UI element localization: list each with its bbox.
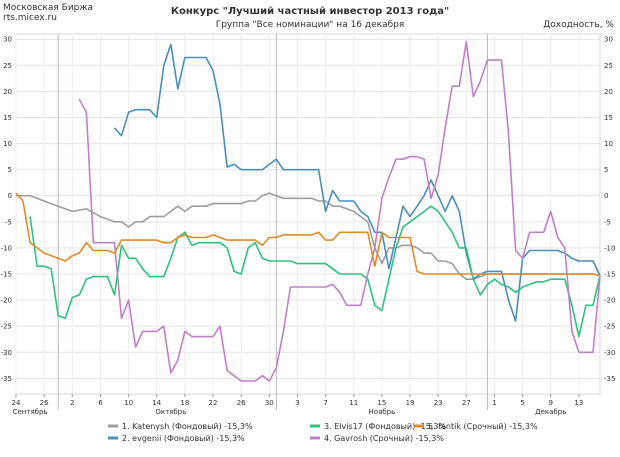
chart-title: Конкурс "Лучший частный инвестор 2013 го…: [171, 6, 449, 17]
series-line-3: [29, 205, 601, 338]
x-tick-label: 13: [574, 399, 583, 407]
plot-area: [15, 33, 601, 395]
y-tick-label-left: -10: [1, 244, 12, 252]
x-tick-label: 19: [406, 399, 415, 407]
y-tick-label-right: -30: [604, 349, 615, 357]
x-month-label: Ноябрь: [369, 408, 396, 416]
y-tick-label-left: 25: [3, 62, 12, 70]
x-tick-label: 24: [12, 399, 21, 407]
y-tick-label-right: -20: [604, 297, 615, 305]
y-tick-label-left: -15: [1, 271, 12, 279]
y-tick-label-left: -30: [1, 349, 12, 357]
y-tick-label-right: 10: [604, 140, 613, 148]
y-tick-label-right: 0: [604, 192, 608, 200]
x-tick-label: 7: [323, 399, 327, 407]
x-tick-label: 23: [434, 399, 443, 407]
y-tick-label-right: -25: [604, 323, 615, 331]
y-tick-label-right: 30: [604, 36, 613, 44]
x-month-label: Декабрь: [535, 408, 566, 416]
x-tick-label: 5: [520, 399, 524, 407]
y-tick-label-right: -35: [604, 375, 615, 383]
watermark-line1: Московская Биржа: [3, 3, 93, 13]
watermark-line2: rts.micex.ru: [3, 13, 57, 23]
x-tick-label: 1: [492, 399, 496, 407]
y-tick-label-left: 20: [3, 88, 12, 96]
legend-label-2: 2. evgenii (Фондовый) -15,3%: [122, 434, 245, 443]
x-month-label: Октябрь: [155, 408, 186, 416]
y-tick-label-left: 0: [8, 192, 12, 200]
x-tick-label: 11: [349, 399, 358, 407]
y-tick-label-right: -5: [604, 218, 611, 226]
y-tick-label-right: 15: [604, 114, 613, 122]
y-tick-label-left: -35: [1, 375, 12, 383]
y-tick-label-left: 5: [8, 166, 12, 174]
x-tick-label: 26: [40, 399, 49, 407]
x-tick-label: 3: [295, 399, 299, 407]
x-tick-label: 27: [462, 399, 471, 407]
y-tick-label-left: -25: [1, 323, 12, 331]
x-tick-label: 22: [209, 399, 218, 407]
legend: 1. Katenysh (Фондовый) -15,3% 2. evgenii …: [108, 422, 538, 443]
y-tick-label-right: -10: [604, 244, 615, 252]
chart-subtitle: Группа "Все номинации" на 16 декабря: [216, 20, 405, 30]
grid: [15, 33, 601, 410]
y-axis-label: Доходность, %: [543, 20, 614, 30]
y-tick-label-left: -20: [1, 297, 12, 305]
legend-label-5: 5. fantik (Срочный) -15,3%: [428, 422, 538, 431]
x-month-label: Сентябрь: [13, 408, 48, 416]
x-tick-label: 10: [124, 399, 133, 407]
y-tick-label-left: 15: [3, 114, 12, 122]
x-tick-label: 9: [549, 399, 553, 407]
y-tick-label-right: 5: [604, 166, 608, 174]
legend-label-1: 1. Katenysh (Фондовый) -15,3%: [122, 422, 253, 431]
x-tick-label: 30: [265, 399, 274, 407]
legend-label-4: 4. Gavrosh (Срочный) -15,3%: [324, 434, 444, 443]
legend-label-3: 3. Elvis17 (Фондовый) -15,3%: [324, 422, 446, 431]
series-line-5: [15, 192, 601, 277]
x-tick-label: 26: [237, 399, 246, 407]
y-tick-label-left: -5: [5, 218, 12, 226]
y-tick-label-left: 30: [3, 36, 12, 44]
x-tick-label: 2: [70, 399, 74, 407]
y-tick-label-right: 25: [604, 62, 613, 70]
y-tick-label-left: 10: [3, 140, 12, 148]
x-tick-label: 15: [377, 399, 386, 407]
x-tick-label: 6: [98, 399, 103, 407]
y-tick-label-right: 20: [604, 88, 613, 96]
x-tick-label: 18: [180, 399, 189, 407]
x-tick-label: 14: [152, 399, 161, 407]
series-lines: [15, 41, 601, 382]
y-tick-label-right: -15: [604, 271, 615, 279]
series-line-4: [78, 41, 601, 382]
